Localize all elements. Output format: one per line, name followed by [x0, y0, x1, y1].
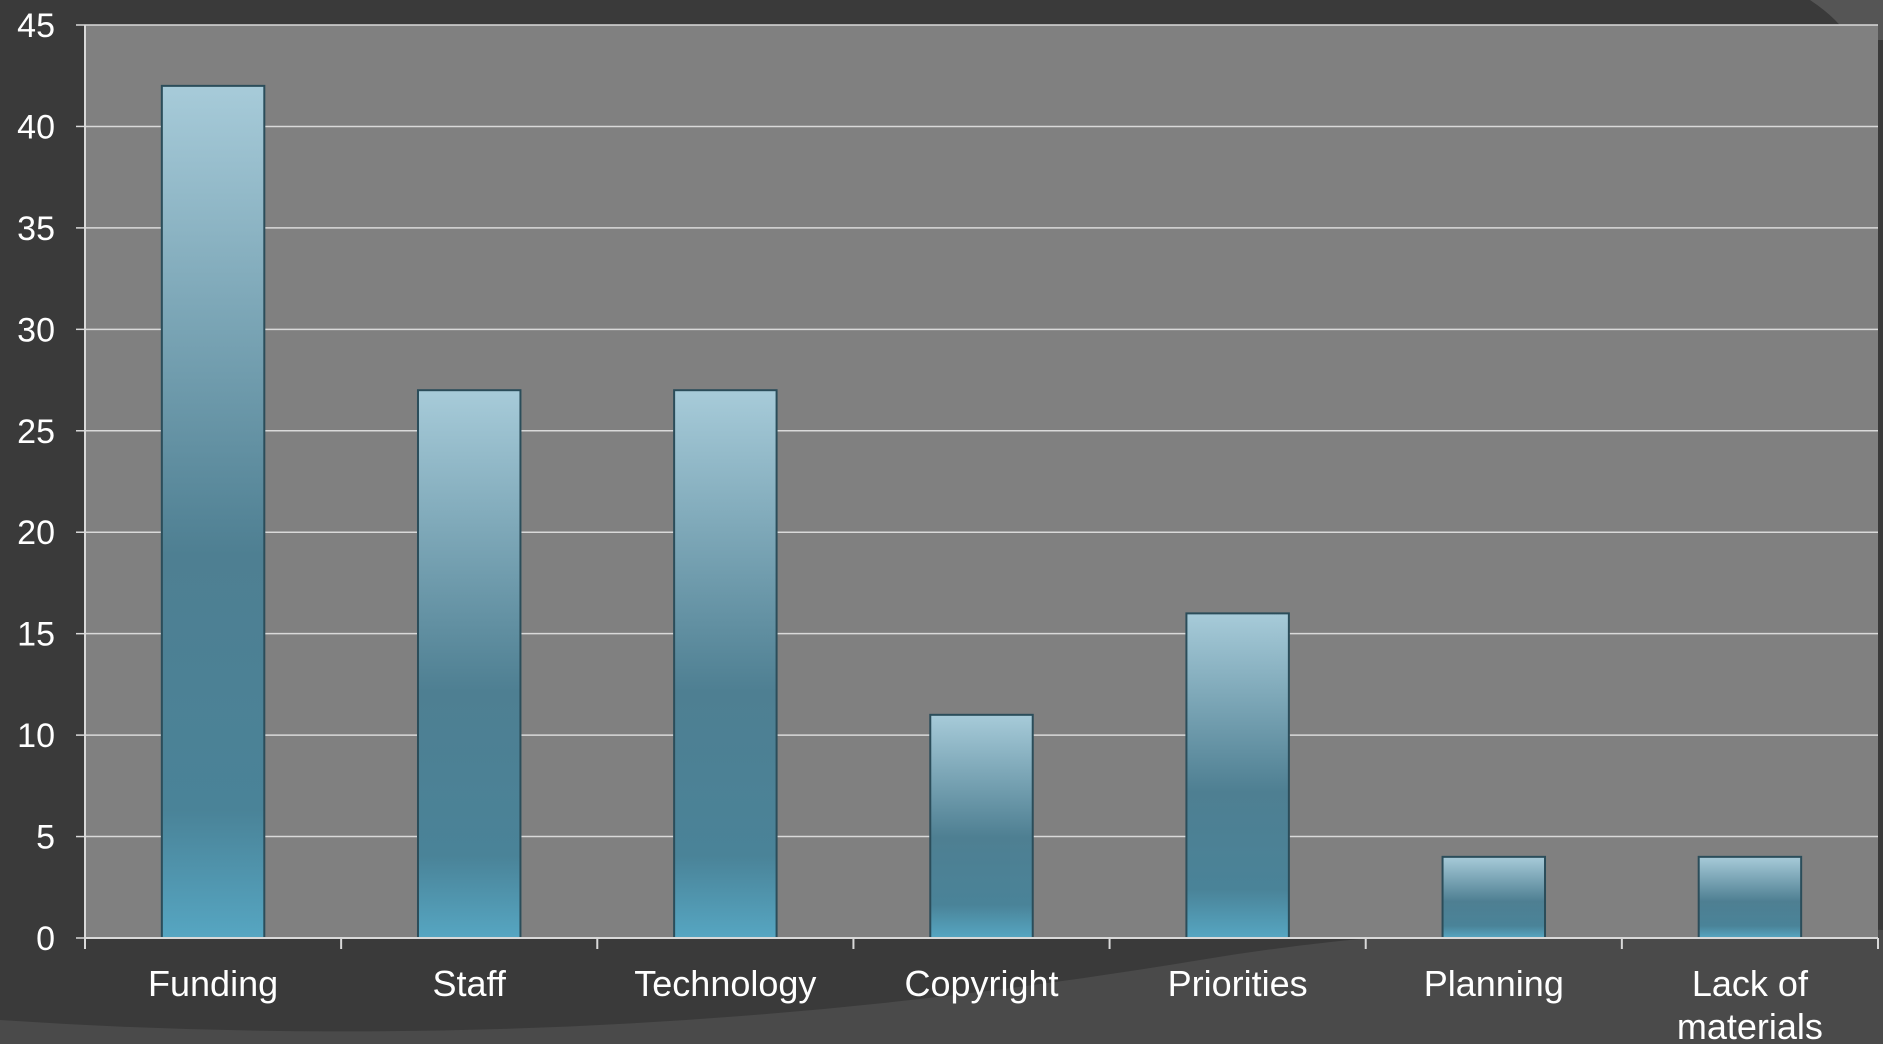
y-tick-label: 25: [17, 413, 55, 451]
y-tick-label: 30: [17, 311, 55, 349]
axes: [84, 25, 1879, 949]
x-category-label: Priorities: [1168, 963, 1308, 1004]
y-tick-label: 10: [17, 717, 55, 755]
y-tick-label: 40: [17, 108, 55, 146]
y-axis-tick-labels: 0 5 10 15 20 25 30 35 40 45: [17, 7, 55, 958]
x-category-label: Funding: [148, 963, 278, 1004]
y-tick-label: 0: [36, 920, 55, 958]
y-tick-label: 35: [17, 210, 55, 248]
x-category-label-line: Lack of: [1692, 963, 1809, 1004]
bar-planning: [1441, 855, 1547, 939]
x-category-label: Lack of materials: [1677, 963, 1823, 1044]
x-category-label: Technology: [634, 963, 816, 1004]
y-tick-label: 20: [17, 514, 55, 552]
y-tick-label: 45: [17, 7, 55, 45]
x-category-label-line: Priorities: [1168, 963, 1308, 1004]
bar-technology: [673, 389, 778, 939]
x-category-label: Copyright: [904, 963, 1058, 1004]
x-category-label: Staff: [433, 963, 507, 1004]
x-category-label-line: Planning: [1424, 963, 1564, 1004]
bars: [160, 84, 1803, 940]
x-category-label-line: materials: [1677, 1006, 1823, 1044]
bar-staff: [416, 389, 522, 939]
bar-copyright: [929, 713, 1034, 939]
bar-funding: [160, 84, 266, 940]
x-category-label-line: Technology: [634, 963, 816, 1004]
x-category-label-line: Staff: [433, 963, 507, 1004]
x-category-label: Planning: [1424, 963, 1564, 1004]
x-axis-category-labels: Funding Staff Technology Copyright Prioritie…: [148, 963, 1823, 1044]
x-category-label-line: Funding: [148, 963, 278, 1004]
y-tick-label: 5: [36, 819, 55, 857]
bar-priorities: [1185, 612, 1290, 940]
bar-lack-of-materials: [1697, 855, 1803, 939]
y-tick-label: 15: [17, 616, 55, 654]
x-category-label-line: Copyright: [904, 963, 1058, 1004]
